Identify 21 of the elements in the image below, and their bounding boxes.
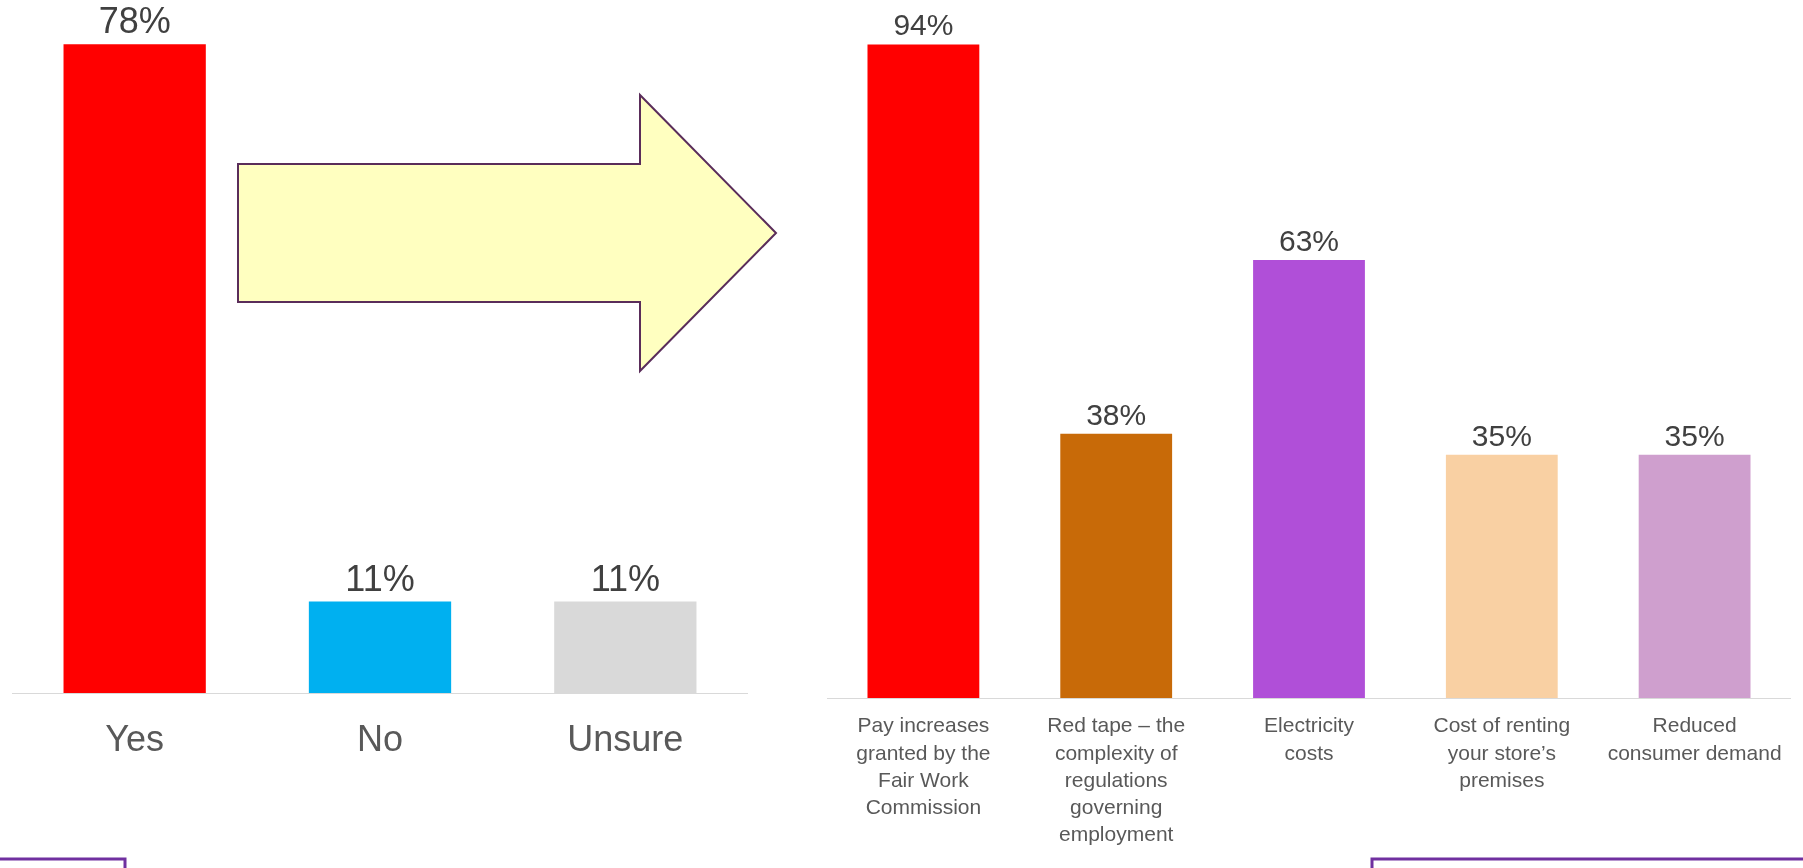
bar <box>1253 259 1365 698</box>
x-tick-label: No <box>356 718 404 760</box>
x-tick-label: Electricity costs <box>1264 713 1355 764</box>
data-label: 35% <box>1664 418 1725 452</box>
data-label: 35% <box>1471 418 1532 452</box>
bar <box>867 44 980 698</box>
bar <box>1445 454 1558 698</box>
data-label: 94% <box>893 8 954 42</box>
data-label: 11% <box>345 557 415 599</box>
x-tick-label: Unsure <box>567 718 684 760</box>
x-tick-label: Cost of renting your store’s premises <box>1433 713 1571 791</box>
x-tick-label: Pay increases granted by the Fair Work Commission <box>856 713 991 819</box>
bar <box>1060 433 1173 698</box>
data-label: 11% <box>590 557 661 599</box>
x-tick-label: Red tape – the complexity of regulations governing employment <box>1047 713 1186 846</box>
data-label: 78% <box>98 0 171 42</box>
x-tick-label: Reduced consumer demand <box>1607 713 1782 764</box>
bar <box>1638 454 1751 698</box>
data-label: 63% <box>1278 223 1340 257</box>
data-label: 38% <box>1086 397 1147 431</box>
x-tick-label: Yes <box>105 718 165 760</box>
